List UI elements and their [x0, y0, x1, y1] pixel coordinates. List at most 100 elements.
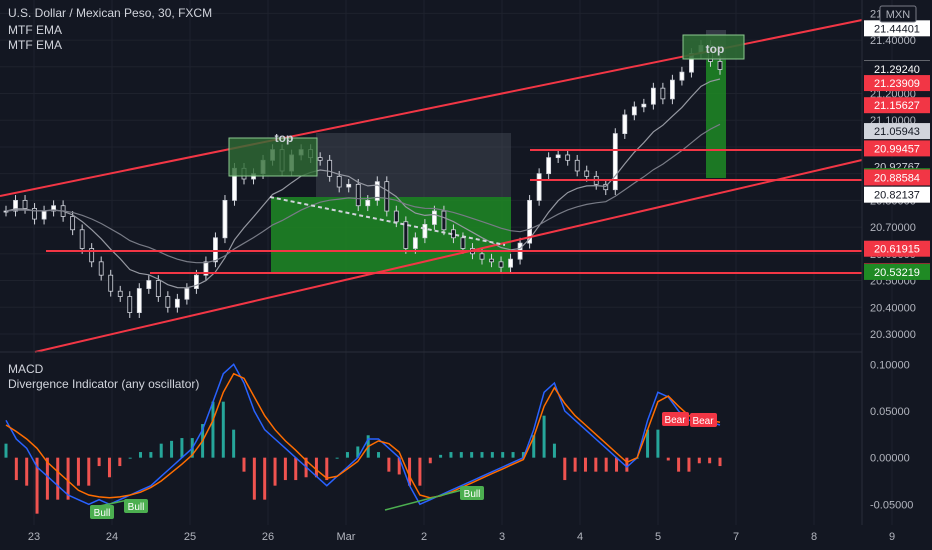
price-label: 21.23909 [874, 78, 920, 90]
time-tick-label: 7 [733, 531, 739, 543]
macd-histogram-bar [418, 457, 422, 486]
macd-histogram-bar [45, 457, 49, 500]
macd-legend[interactable]: MACD [8, 362, 44, 376]
bull-divergence-line-left [94, 499, 129, 508]
macd-histogram-bar [107, 457, 111, 478]
macd-histogram-bar [501, 452, 505, 458]
candle-body [155, 280, 161, 297]
bull-badge-1 [90, 505, 114, 519]
candle-body [384, 181, 390, 212]
bull-divergence-line [384, 489, 463, 511]
macd-histogram-bar [273, 457, 277, 486]
bull-label-1: Bull [94, 508, 111, 519]
candle-body [631, 106, 637, 116]
time-tick-label: 3 [499, 531, 505, 543]
macd-histogram-bar [335, 457, 339, 459]
macd-histogram-bar [718, 457, 722, 467]
candle-body [679, 71, 685, 81]
macd-histogram-bar [87, 457, 91, 486]
ema-legend-1[interactable]: MTF EMA [8, 23, 62, 37]
candle-body [70, 216, 76, 231]
symbol-title[interactable]: U.S. Dollar / Mexican Peso, 30, FXCM [8, 6, 212, 20]
macd-tick-label: 0.10000 [870, 359, 910, 371]
macd-histogram-bar [211, 401, 215, 458]
candle-body [41, 210, 47, 220]
time-tick-label: 2 [421, 531, 427, 543]
candle-body [565, 154, 571, 161]
macd-histogram-bar [573, 457, 577, 472]
top-box-left [228, 137, 318, 177]
macd-histogram-bar [252, 457, 256, 500]
bear-badge-2 [690, 413, 717, 427]
bull-badge-3 [460, 486, 484, 500]
time-tick-label: 23 [28, 531, 40, 543]
price-label-box [864, 20, 930, 37]
macd-line [5, 363, 721, 506]
candle-body [527, 199, 532, 244]
macd-histogram-bar [646, 429, 650, 458]
macd-histogram-bar [345, 452, 349, 458]
divergence-legend[interactable]: Divergence Indicator (any oscillator) [8, 377, 199, 391]
macd-histogram-bar [242, 457, 246, 472]
price-label: 20.88584 [874, 172, 920, 184]
macd-histogram-bar [521, 452, 525, 458]
candle-body [317, 157, 323, 161]
macd-histogram-bar [170, 440, 174, 458]
macd-histogram-bar [128, 457, 132, 459]
macd-histogram-bar [4, 443, 8, 458]
candle-body [213, 237, 218, 263]
macd-tick-label: 0.05000 [870, 406, 910, 418]
candle-body [355, 183, 361, 207]
macd-histogram-bar [221, 401, 225, 458]
trend-line[interactable] [34, 159, 863, 353]
candle-body [489, 258, 494, 263]
candle-body [346, 183, 352, 188]
price-label: 20.61915 [874, 244, 920, 256]
candle-body [584, 170, 590, 177]
candle-body [89, 248, 95, 263]
candle-body [574, 159, 580, 172]
candle-body [460, 237, 466, 249]
macd-panel [4, 363, 722, 514]
candle-body [79, 229, 85, 249]
candle-body [327, 159, 333, 177]
candle-body [546, 157, 552, 175]
price-label: 21.05943 [874, 126, 920, 138]
candle-body [393, 210, 399, 223]
time-axis[interactable]: 23 24 25 26 Mar 2 3 4 5 7 8 9 [28, 531, 895, 543]
price-label-box [864, 97, 930, 114]
candle-body [555, 154, 561, 159]
diagonal-dashed-line[interactable] [269, 196, 506, 246]
time-tick-label: 25 [184, 531, 196, 543]
bull-label-3: Bull [464, 489, 481, 500]
macd-tick-label: -0.05000 [870, 499, 913, 511]
candle-body [184, 288, 190, 300]
macd-histogram-bar [625, 457, 629, 472]
macd-histogram-bar [263, 457, 267, 500]
macd-histogram-bar [511, 452, 515, 458]
zones [271, 30, 726, 272]
macd-histogram-bar [377, 452, 381, 458]
trendlines [0, 19, 863, 353]
macd-histogram-bar [656, 429, 660, 458]
time-tick-label: 9 [889, 531, 895, 543]
target-zone [271, 197, 511, 272]
bear-badge-1 [662, 412, 689, 426]
ema-legend-2[interactable]: MTF EMA [8, 38, 62, 52]
macd-histogram-bar [666, 457, 670, 461]
price-label: 21.44401 [874, 23, 920, 35]
macd-histogram-bar [604, 457, 608, 472]
macd-histogram-bar [118, 457, 122, 467]
candle-body [51, 205, 56, 212]
candle-body [127, 296, 133, 313]
price-axis[interactable]: 20.3000020.4000020.5000020.6000020.70000… [864, 8, 930, 341]
macd-histogram-bar [14, 457, 18, 481]
ema-lines [5, 78, 721, 289]
macd-histogram-bar [480, 452, 484, 458]
macd-histogram-bar [139, 452, 143, 458]
candle-body [117, 290, 123, 297]
candle-body [193, 274, 199, 289]
top-label-right: top [706, 42, 725, 56]
candle-body [403, 221, 409, 249]
macd-histogram-bar [97, 457, 101, 467]
